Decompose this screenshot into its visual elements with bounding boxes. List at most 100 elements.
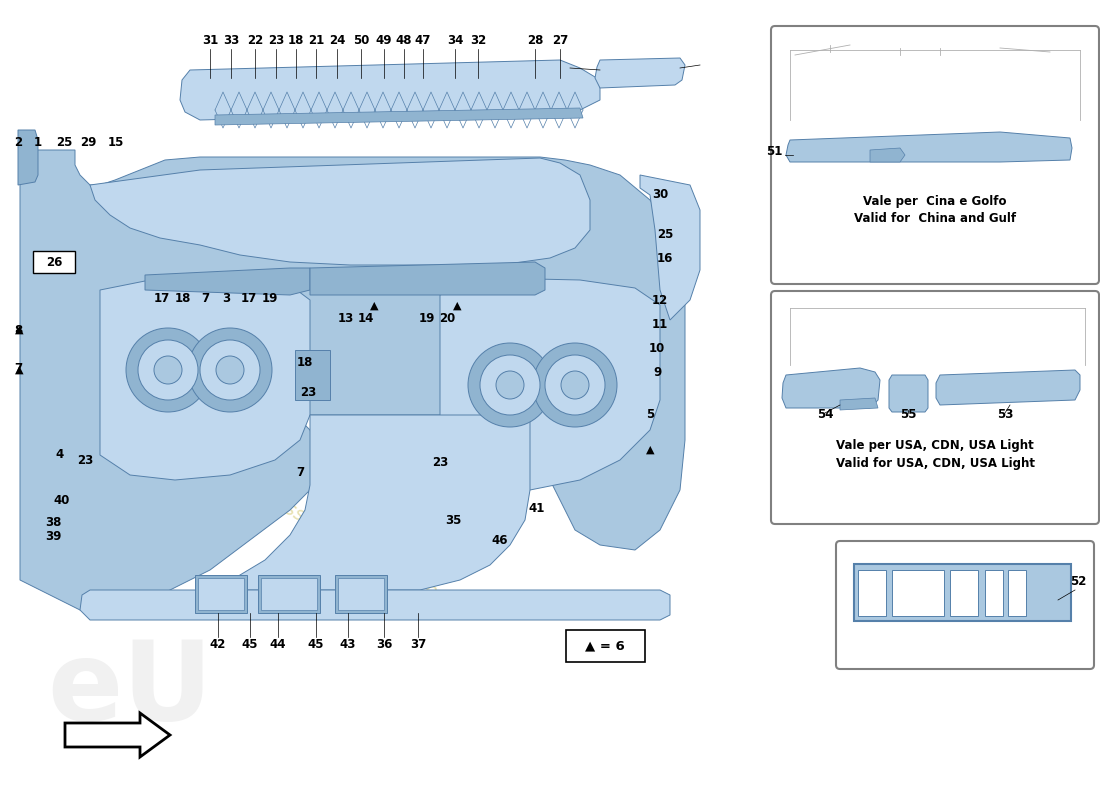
Polygon shape [440,278,660,490]
Polygon shape [640,175,700,320]
Polygon shape [595,58,685,88]
Polygon shape [65,713,170,757]
Text: 5: 5 [646,409,654,422]
Polygon shape [200,415,530,590]
Text: 41: 41 [529,502,546,514]
Text: 45: 45 [242,638,258,651]
Text: 20: 20 [439,311,455,325]
Text: 9: 9 [653,366,661,379]
Polygon shape [782,368,880,408]
FancyBboxPatch shape [33,251,75,273]
Text: 44: 44 [270,638,286,651]
Text: Vale per USA, CDN, USA Light
Valid for USA, CDN, USA Light: Vale per USA, CDN, USA Light Valid for U… [836,439,1034,470]
Polygon shape [310,262,544,295]
Text: 19: 19 [419,311,436,325]
Circle shape [200,340,260,400]
FancyBboxPatch shape [771,291,1099,524]
Text: 34: 34 [447,34,463,46]
Text: 36: 36 [376,638,393,651]
Text: 11: 11 [652,318,668,331]
Text: 43: 43 [340,638,356,651]
Polygon shape [786,132,1072,162]
Text: 23: 23 [268,34,284,46]
Text: 54: 54 [816,408,834,421]
Text: 45: 45 [308,638,324,651]
FancyBboxPatch shape [836,541,1094,669]
Text: ▲: ▲ [370,301,378,311]
Text: 25: 25 [56,137,73,150]
Text: 23: 23 [432,455,448,469]
Text: 22: 22 [246,34,263,46]
Text: 17: 17 [154,291,170,305]
Text: 47: 47 [415,34,431,46]
Text: 27: 27 [552,34,568,46]
FancyBboxPatch shape [950,570,978,616]
Polygon shape [90,158,590,265]
Polygon shape [840,398,878,410]
Text: 37: 37 [410,638,426,651]
Polygon shape [180,60,600,120]
Polygon shape [145,268,310,295]
Circle shape [126,328,210,412]
Text: 35: 35 [444,514,461,526]
Circle shape [561,371,588,399]
Text: 38: 38 [45,515,62,529]
Text: ▲: ▲ [14,365,23,375]
Text: 7: 7 [14,362,22,374]
Text: Vale per  Cina e Golfo
Valid for  China and Gulf: Vale per Cina e Golfo Valid for China an… [854,194,1016,226]
Text: 51: 51 [766,145,782,158]
FancyBboxPatch shape [892,570,944,616]
Text: 7: 7 [201,291,209,305]
Text: 39: 39 [45,530,62,543]
Polygon shape [18,130,38,185]
Text: 31: 31 [202,34,218,46]
Text: 3: 3 [222,291,230,305]
Text: 18: 18 [175,291,191,305]
Text: 16: 16 [657,251,673,265]
Text: 25: 25 [657,229,673,242]
FancyBboxPatch shape [984,570,1003,616]
Text: 12: 12 [652,294,668,306]
Polygon shape [338,578,384,610]
Text: ▲: ▲ [14,325,23,335]
Circle shape [188,328,272,412]
FancyBboxPatch shape [771,26,1099,284]
Text: 7: 7 [296,466,304,478]
Text: 46: 46 [492,534,508,546]
Polygon shape [261,578,317,610]
Text: 29: 29 [80,137,96,150]
Text: 10: 10 [649,342,666,354]
Text: ▲: ▲ [646,445,654,455]
Polygon shape [20,130,685,610]
FancyBboxPatch shape [1008,570,1026,616]
Circle shape [468,343,552,427]
FancyBboxPatch shape [566,630,645,662]
Text: 18: 18 [297,355,313,369]
Text: ▲ = 6: ▲ = 6 [585,639,625,653]
Text: 2: 2 [14,137,22,150]
Text: 1: 1 [34,137,42,150]
Text: 15: 15 [108,137,124,150]
FancyBboxPatch shape [854,564,1071,621]
Polygon shape [195,575,248,613]
Text: eU: eU [47,637,213,743]
Circle shape [138,340,198,400]
Text: 13: 13 [338,311,354,325]
Text: 50: 50 [353,34,370,46]
Text: 23: 23 [300,386,316,398]
Text: 32: 32 [470,34,486,46]
Text: 33: 33 [223,34,239,46]
Text: a passion for parts since 1: a passion for parts since 1 [244,478,476,622]
Text: 21: 21 [308,34,324,46]
Text: 42: 42 [210,638,227,651]
Circle shape [480,355,540,415]
Text: 53: 53 [997,408,1013,421]
Text: 55: 55 [900,408,916,421]
Circle shape [154,356,182,384]
FancyBboxPatch shape [858,570,886,616]
Polygon shape [214,108,583,125]
Text: 28: 28 [527,34,543,46]
Circle shape [534,343,617,427]
Polygon shape [258,575,320,613]
Text: 24: 24 [329,34,345,46]
